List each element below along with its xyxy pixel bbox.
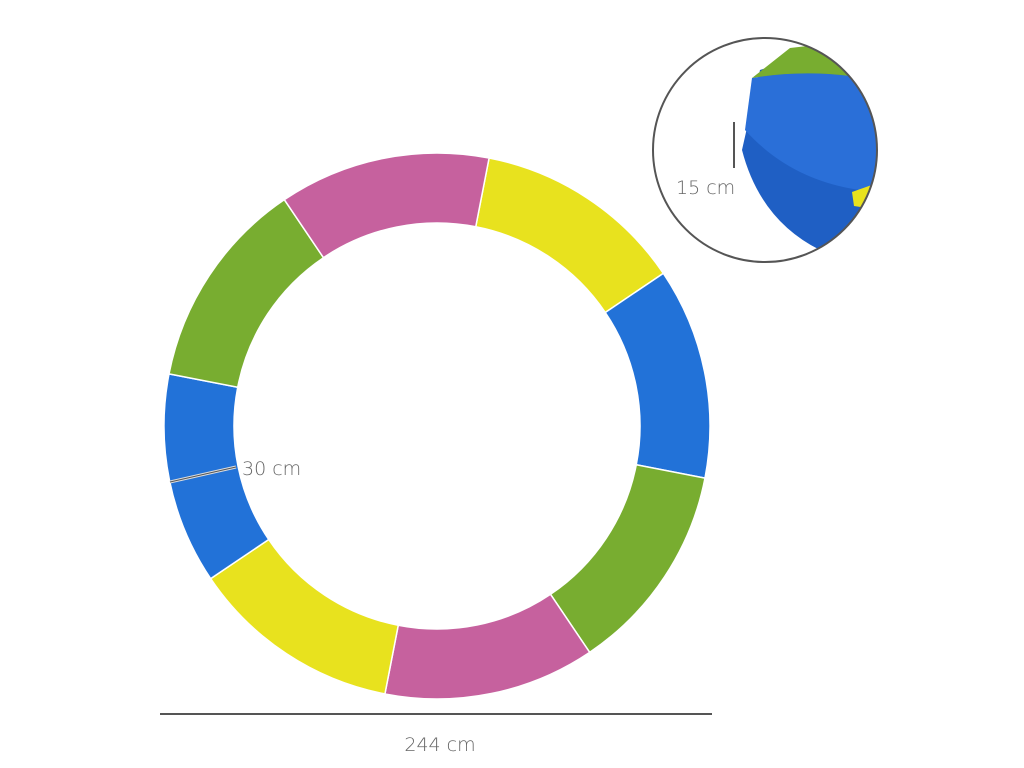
pad-segment <box>168 198 325 389</box>
pad-segment <box>474 157 665 314</box>
pad-segment <box>209 538 400 695</box>
width-marker-line <box>169 466 237 483</box>
inset-border <box>652 37 878 263</box>
width-label: 30 cm <box>242 458 301 480</box>
pad-segment <box>604 272 711 479</box>
thickness-label: 15 cm <box>676 177 735 199</box>
pad-top <box>745 73 877 190</box>
pad-segment <box>384 593 591 700</box>
diameter-label: 244 cm <box>404 734 475 756</box>
pad-segment <box>283 152 490 259</box>
detail-inset: 15 cm <box>652 37 878 263</box>
pad-segment <box>549 463 706 654</box>
trampoline-pad <box>163 152 711 700</box>
